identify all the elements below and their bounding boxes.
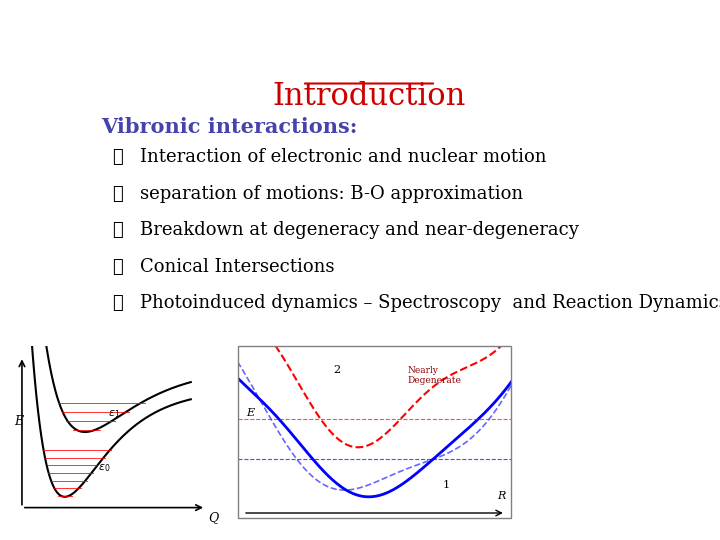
Text: ❖: ❖	[112, 148, 123, 166]
Text: Nearly
Degenerate: Nearly Degenerate	[408, 366, 461, 386]
Text: $\varepsilon_0$: $\varepsilon_0$	[98, 462, 110, 474]
Text: 1: 1	[443, 480, 450, 490]
Text: $\varepsilon_1$: $\varepsilon_1$	[108, 408, 120, 420]
Text: Vibronic interactions:: Vibronic interactions:	[101, 117, 358, 137]
Text: Q: Q	[209, 511, 219, 524]
Text: ❖: ❖	[112, 221, 123, 239]
Text: E: E	[246, 408, 254, 418]
Text: separation of motions: B-O approximation: separation of motions: B-O approximation	[140, 185, 523, 202]
Text: Conical Intersections: Conical Intersections	[140, 258, 335, 276]
Text: ❖: ❖	[112, 294, 123, 312]
Text: ❖: ❖	[112, 185, 123, 202]
Text: Interaction of electronic and nuclear motion: Interaction of electronic and nuclear mo…	[140, 148, 546, 166]
Text: E: E	[14, 415, 24, 428]
Text: Introduction: Introduction	[272, 82, 466, 112]
Text: R: R	[498, 491, 506, 501]
Text: Photoinduced dynamics – Spectroscopy  and Reaction Dynamics: Photoinduced dynamics – Spectroscopy and…	[140, 294, 720, 312]
Text: ❖: ❖	[112, 258, 123, 276]
Text: Breakdown at degeneracy and near-degeneracy: Breakdown at degeneracy and near-degener…	[140, 221, 579, 239]
Text: 2: 2	[333, 364, 341, 375]
